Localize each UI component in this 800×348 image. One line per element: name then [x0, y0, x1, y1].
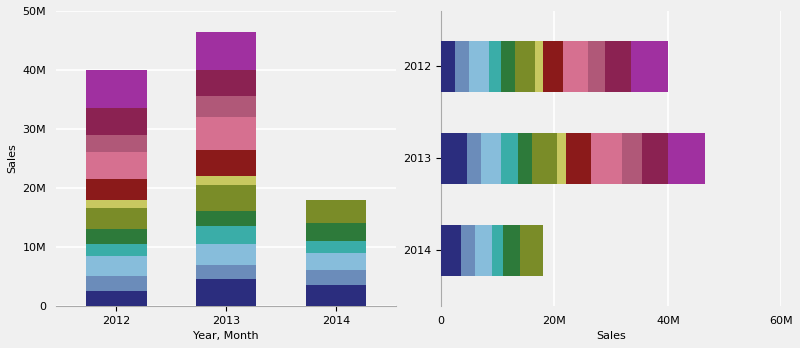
- Bar: [589, 41, 606, 92]
- Bar: [492, 225, 503, 276]
- Bar: [306, 223, 366, 241]
- Bar: [501, 41, 514, 92]
- Bar: [86, 135, 146, 152]
- X-axis label: Sales: Sales: [596, 331, 626, 341]
- Bar: [470, 41, 490, 92]
- Bar: [86, 276, 146, 291]
- Bar: [306, 241, 366, 253]
- Bar: [196, 212, 256, 226]
- Bar: [558, 133, 566, 184]
- Bar: [461, 225, 475, 276]
- Bar: [196, 96, 256, 117]
- Bar: [622, 133, 642, 184]
- Bar: [631, 41, 668, 92]
- Bar: [86, 200, 146, 208]
- Bar: [86, 291, 146, 306]
- Bar: [196, 176, 256, 185]
- Bar: [501, 133, 518, 184]
- Bar: [466, 133, 481, 184]
- Bar: [441, 225, 461, 276]
- Bar: [441, 41, 455, 92]
- Bar: [490, 41, 501, 92]
- Bar: [196, 244, 256, 264]
- Bar: [481, 133, 501, 184]
- Bar: [196, 70, 256, 96]
- Bar: [86, 256, 146, 276]
- Bar: [591, 133, 622, 184]
- Bar: [306, 270, 366, 285]
- Bar: [196, 279, 256, 306]
- Bar: [86, 152, 146, 179]
- Bar: [306, 253, 366, 270]
- Bar: [503, 225, 521, 276]
- Bar: [441, 133, 466, 184]
- Bar: [86, 208, 146, 229]
- Bar: [642, 133, 668, 184]
- Bar: [86, 108, 146, 135]
- Y-axis label: Sales: Sales: [7, 143, 17, 173]
- Bar: [668, 133, 705, 184]
- Bar: [86, 244, 146, 256]
- Bar: [86, 70, 146, 108]
- Bar: [455, 41, 470, 92]
- Bar: [196, 264, 256, 279]
- Bar: [518, 133, 532, 184]
- Bar: [606, 41, 631, 92]
- Bar: [196, 32, 256, 70]
- Bar: [86, 229, 146, 244]
- Bar: [532, 133, 558, 184]
- Bar: [196, 226, 256, 244]
- Bar: [196, 117, 256, 150]
- Bar: [543, 41, 563, 92]
- Bar: [86, 179, 146, 200]
- Bar: [475, 225, 492, 276]
- Bar: [534, 41, 543, 92]
- Bar: [306, 200, 366, 223]
- Bar: [306, 285, 366, 306]
- Bar: [196, 185, 256, 212]
- Bar: [563, 41, 589, 92]
- Bar: [514, 41, 534, 92]
- Bar: [521, 225, 543, 276]
- Bar: [566, 133, 591, 184]
- Bar: [196, 150, 256, 176]
- X-axis label: Year, Month: Year, Month: [194, 331, 259, 341]
